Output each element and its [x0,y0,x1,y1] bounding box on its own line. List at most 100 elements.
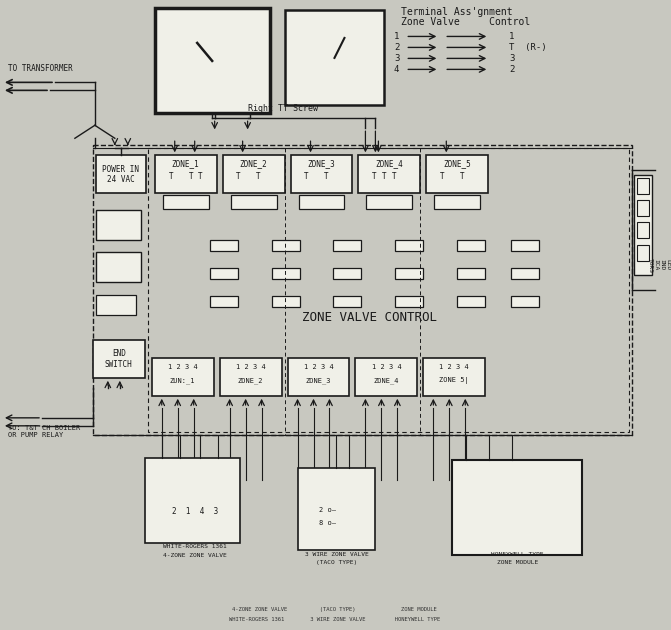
Text: T  (R-): T (R-) [509,43,547,52]
Text: 3: 3 [509,54,515,63]
Bar [96,155,146,193]
Bar [231,195,276,209]
Text: WHITE-ROGERS 1361        3 WIRE ZONE VALVE         HONEYWELL TYPE: WHITE-ROGERS 1361 3 WIRE ZONE VALVE HONE… [229,617,440,622]
Text: 2 o—: 2 o— [319,507,336,513]
Text: POWER IN
24 VAC: POWER IN 24 VAC [102,164,140,184]
Text: ZONE_4: ZONE_4 [376,159,403,168]
Bar [637,178,649,194]
Text: ZONE_4: ZONE_4 [374,377,399,384]
Bar [223,155,285,193]
Text: T: T [304,172,309,181]
Bar [148,148,629,432]
Bar [333,240,362,251]
Text: ZONE 5|: ZONE 5| [440,377,469,384]
Bar [96,252,141,282]
Text: Right TT Screw: Right TT Screw [248,104,317,113]
Bar [637,200,649,216]
Text: 2  1  4  3: 2 1 4 3 [172,507,218,516]
Text: T: T [168,172,173,181]
Bar [426,155,488,193]
Text: ZUN:_1: ZUN:_1 [170,377,195,384]
Text: ZONE_2: ZONE_2 [238,377,263,384]
Text: Zone Valve     Control: Zone Valve Control [401,18,531,28]
Text: (TACO TYPE): (TACO TYPE) [316,560,357,565]
Text: T: T [392,172,397,181]
Bar [299,195,344,209]
Bar [637,245,649,261]
Bar [511,268,539,279]
Text: 1: 1 [509,32,515,41]
Bar [93,146,632,435]
Text: T: T [256,172,261,181]
Bar [333,268,362,279]
Bar [272,296,299,307]
Bar [452,460,582,554]
Bar [209,268,238,279]
Bar [288,358,350,396]
Text: TO TRANSFORMER: TO TRANSFORMER [8,64,72,73]
Bar [366,195,413,209]
Text: 8 o—: 8 o— [319,520,336,525]
Bar [96,210,141,240]
Text: ZONE_2: ZONE_2 [240,159,268,168]
Text: 1: 1 [394,32,399,41]
Text: TO: T&T'CH BOILER
OR PUMP RELAY: TO: T&T'CH BOILER OR PUMP RELAY [8,425,81,438]
Bar [285,11,384,105]
Text: 1 2 3 4: 1 2 3 4 [372,364,401,370]
Bar [155,8,270,113]
Text: ZONE MODULE: ZONE MODULE [497,560,538,565]
Text: 2: 2 [394,43,399,52]
Bar [395,268,423,279]
Bar [209,240,238,251]
Text: T: T [189,172,193,181]
Text: 1 2 3 4: 1 2 3 4 [236,364,266,370]
Bar [395,240,423,251]
Text: LED
IND
ICA
TORS: LED IND ICA TORS [648,258,670,273]
Bar [634,175,652,275]
Bar [457,296,485,307]
Text: 1 2 3 4: 1 2 3 4 [303,364,333,370]
Bar [333,296,362,307]
Bar [434,195,480,209]
Bar [457,240,485,251]
Text: 4-ZONE ZONE VALVE: 4-ZONE ZONE VALVE [163,553,227,558]
Text: T: T [440,172,445,181]
Bar [272,268,299,279]
Text: ZONE VALVE CONTROL: ZONE VALVE CONTROL [302,311,437,324]
Text: T: T [382,172,386,181]
Text: END
SWITCH: END SWITCH [105,349,133,369]
Bar [96,295,136,315]
Bar [163,195,209,209]
Text: 4-ZONE ZONE VALVE          (TACO TYPE)              ZONE MODULE: 4-ZONE ZONE VALVE (TACO TYPE) ZONE MODUL… [232,607,437,612]
Bar [155,155,217,193]
Bar [152,358,213,396]
Text: Terminal Ass'gnment: Terminal Ass'gnment [401,8,513,18]
Bar [356,358,417,396]
Text: T: T [324,172,329,181]
Text: T: T [199,172,203,181]
Text: ZONE_1: ZONE_1 [172,159,199,168]
Bar [358,155,420,193]
Bar [93,340,145,378]
Text: 1 2 3 4: 1 2 3 4 [168,364,197,370]
Text: WHITE-ROGERS 1361: WHITE-ROGERS 1361 [163,544,227,549]
Text: 2: 2 [509,65,515,74]
Bar [297,467,375,549]
Bar [395,296,423,307]
Text: T: T [236,172,241,181]
Bar [511,240,539,251]
Text: ZONE_3: ZONE_3 [306,377,331,384]
Bar [457,268,485,279]
Bar [145,458,240,542]
Bar [511,296,539,307]
Text: 3 WIRE ZONE VALVE: 3 WIRE ZONE VALVE [305,552,368,557]
Text: 1 2 3 4: 1 2 3 4 [440,364,469,370]
Text: ZONE_3: ZONE_3 [307,159,336,168]
Bar [291,155,352,193]
Bar [423,358,485,396]
Text: ZONE_5: ZONE_5 [444,159,471,168]
Text: 4: 4 [394,65,399,74]
Bar [272,240,299,251]
Bar [219,358,282,396]
Text: T: T [460,172,464,181]
